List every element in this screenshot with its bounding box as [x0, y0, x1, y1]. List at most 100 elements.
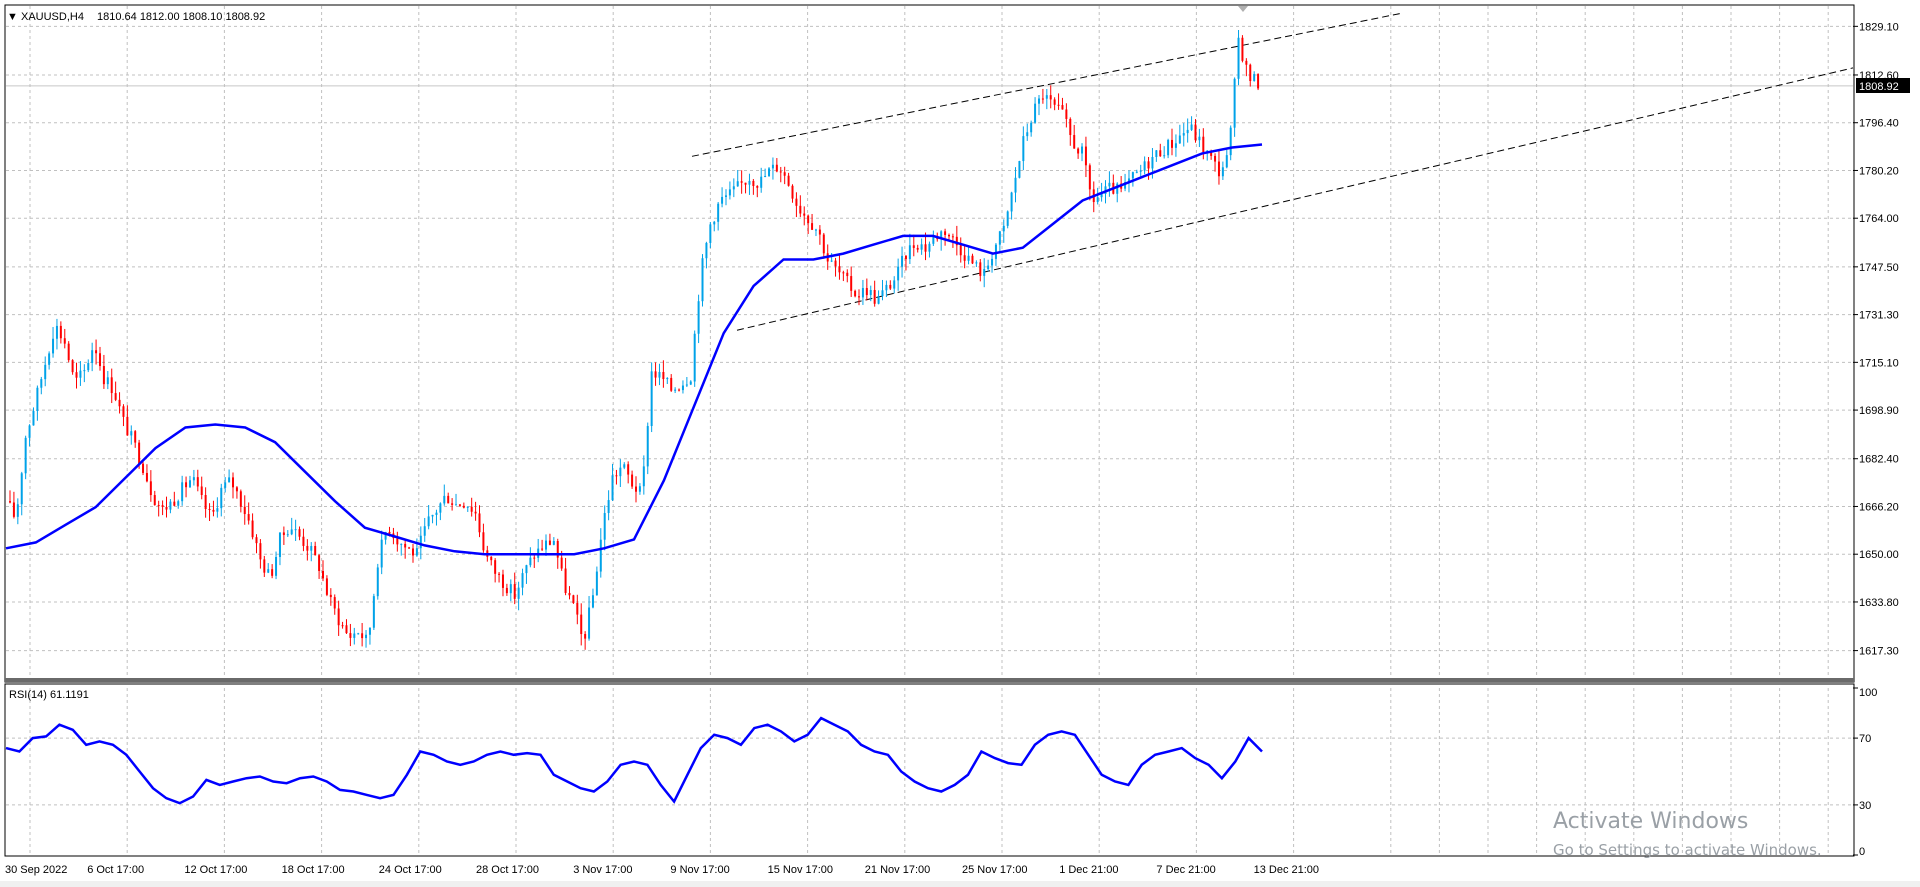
horizontal-scrollbar[interactable] [0, 881, 1920, 887]
candle-body [580, 614, 583, 635]
candle-body [1139, 170, 1142, 172]
candle-body [259, 543, 262, 560]
candle-body [9, 501, 11, 503]
candle-body [455, 504, 458, 506]
current-price-label: 1808.92 [1859, 81, 1899, 93]
candle-body [1253, 74, 1256, 82]
candle-body [24, 437, 27, 474]
moving-average [5, 143, 1263, 556]
candle-body [599, 539, 602, 572]
candle-body [873, 290, 876, 304]
candle-body [1061, 105, 1064, 110]
candle-body [842, 272, 845, 274]
candle-body [752, 180, 755, 186]
candle-body [693, 333, 696, 382]
candle-body [161, 505, 164, 507]
price-tick-label: 1731.30 [1859, 310, 1899, 322]
candle-body [987, 265, 990, 269]
candle-body [122, 406, 125, 417]
time-tick-label: 28 Oct 17:00 [476, 864, 539, 876]
candle-body [435, 512, 438, 515]
candle-body [1049, 95, 1052, 100]
candle-body [709, 224, 712, 243]
candle-body [325, 578, 328, 595]
candle-body [12, 502, 15, 517]
candle-body [1018, 161, 1021, 178]
candle-body [83, 370, 86, 372]
candle-body [861, 288, 864, 298]
candle-body [36, 387, 39, 411]
candle-body [251, 520, 254, 538]
candle-body [149, 481, 152, 496]
candle-body [713, 221, 716, 225]
candle-body [1065, 109, 1068, 119]
candle-body [286, 534, 289, 536]
time-tick-label: 18 Oct 17:00 [282, 864, 345, 876]
candle-body [415, 548, 418, 556]
candle-body [79, 370, 82, 378]
candle-body [552, 540, 555, 545]
candle-body [795, 198, 798, 206]
price-tick-label: 1715.10 [1859, 357, 1899, 369]
candle-body [290, 529, 293, 535]
candle-body [1221, 167, 1224, 177]
candle-body [478, 513, 481, 533]
candle-body [646, 426, 649, 467]
candle-body [1069, 118, 1072, 136]
candle-body [822, 234, 825, 254]
symbol-dropdown-icon[interactable]: ▼ [7, 11, 18, 23]
candle-body [803, 213, 806, 216]
candle-body [1214, 155, 1217, 162]
candle-body [1057, 104, 1060, 106]
time-tick-label: 3 Nov 17:00 [573, 864, 632, 876]
candle-body [971, 255, 974, 264]
candle-body [779, 171, 782, 173]
candle-body [153, 495, 156, 506]
candle-body [560, 557, 563, 569]
candle-body [525, 565, 528, 574]
time-tick-label: 6 Oct 17:00 [87, 864, 144, 876]
candle-body [603, 513, 606, 540]
candle-body [818, 229, 821, 235]
candle-body [482, 532, 485, 551]
candle-body [20, 473, 23, 505]
candle-body [975, 262, 978, 264]
candle-body [263, 559, 266, 573]
candle-body [1077, 148, 1080, 154]
price-tick-label: 1617.30 [1859, 646, 1899, 658]
candle-body [1237, 37, 1240, 79]
candle-body [1233, 78, 1236, 128]
candle-body [674, 389, 677, 391]
price-tick-label: 1666.20 [1859, 501, 1899, 513]
trend-channel[interactable] [691, 13, 1854, 331]
candle-body [419, 535, 422, 549]
candle-body [697, 301, 700, 334]
candle-body [470, 506, 473, 512]
candle-body [799, 205, 802, 214]
candle-body [681, 385, 684, 391]
candle-body [110, 377, 113, 394]
candle-body [744, 182, 747, 185]
candle-body [666, 377, 669, 380]
time-tick-label: 13 Dec 21:00 [1254, 864, 1319, 876]
candle-body [650, 371, 653, 427]
candle-body [102, 366, 105, 385]
candle-body [408, 547, 411, 549]
candle-body [1151, 157, 1154, 169]
candle-body [658, 371, 661, 378]
price-tick-label: 1780.20 [1859, 165, 1899, 177]
candle-body [498, 573, 501, 575]
candle-body [1190, 124, 1193, 130]
candle-body [200, 486, 203, 496]
ohlc-header: 1810.64 1812.00 1808.10 1808.92 [97, 11, 265, 23]
candle-body [494, 560, 497, 574]
candle-body [169, 501, 172, 510]
channel-lower-line [736, 67, 1854, 331]
candle-body [548, 540, 551, 545]
candle-body [368, 627, 371, 635]
candle-body [998, 231, 1001, 245]
current-price-tag [1856, 78, 1910, 93]
candle-body [341, 625, 344, 627]
candle-body [638, 486, 641, 492]
candle-body [627, 464, 630, 475]
